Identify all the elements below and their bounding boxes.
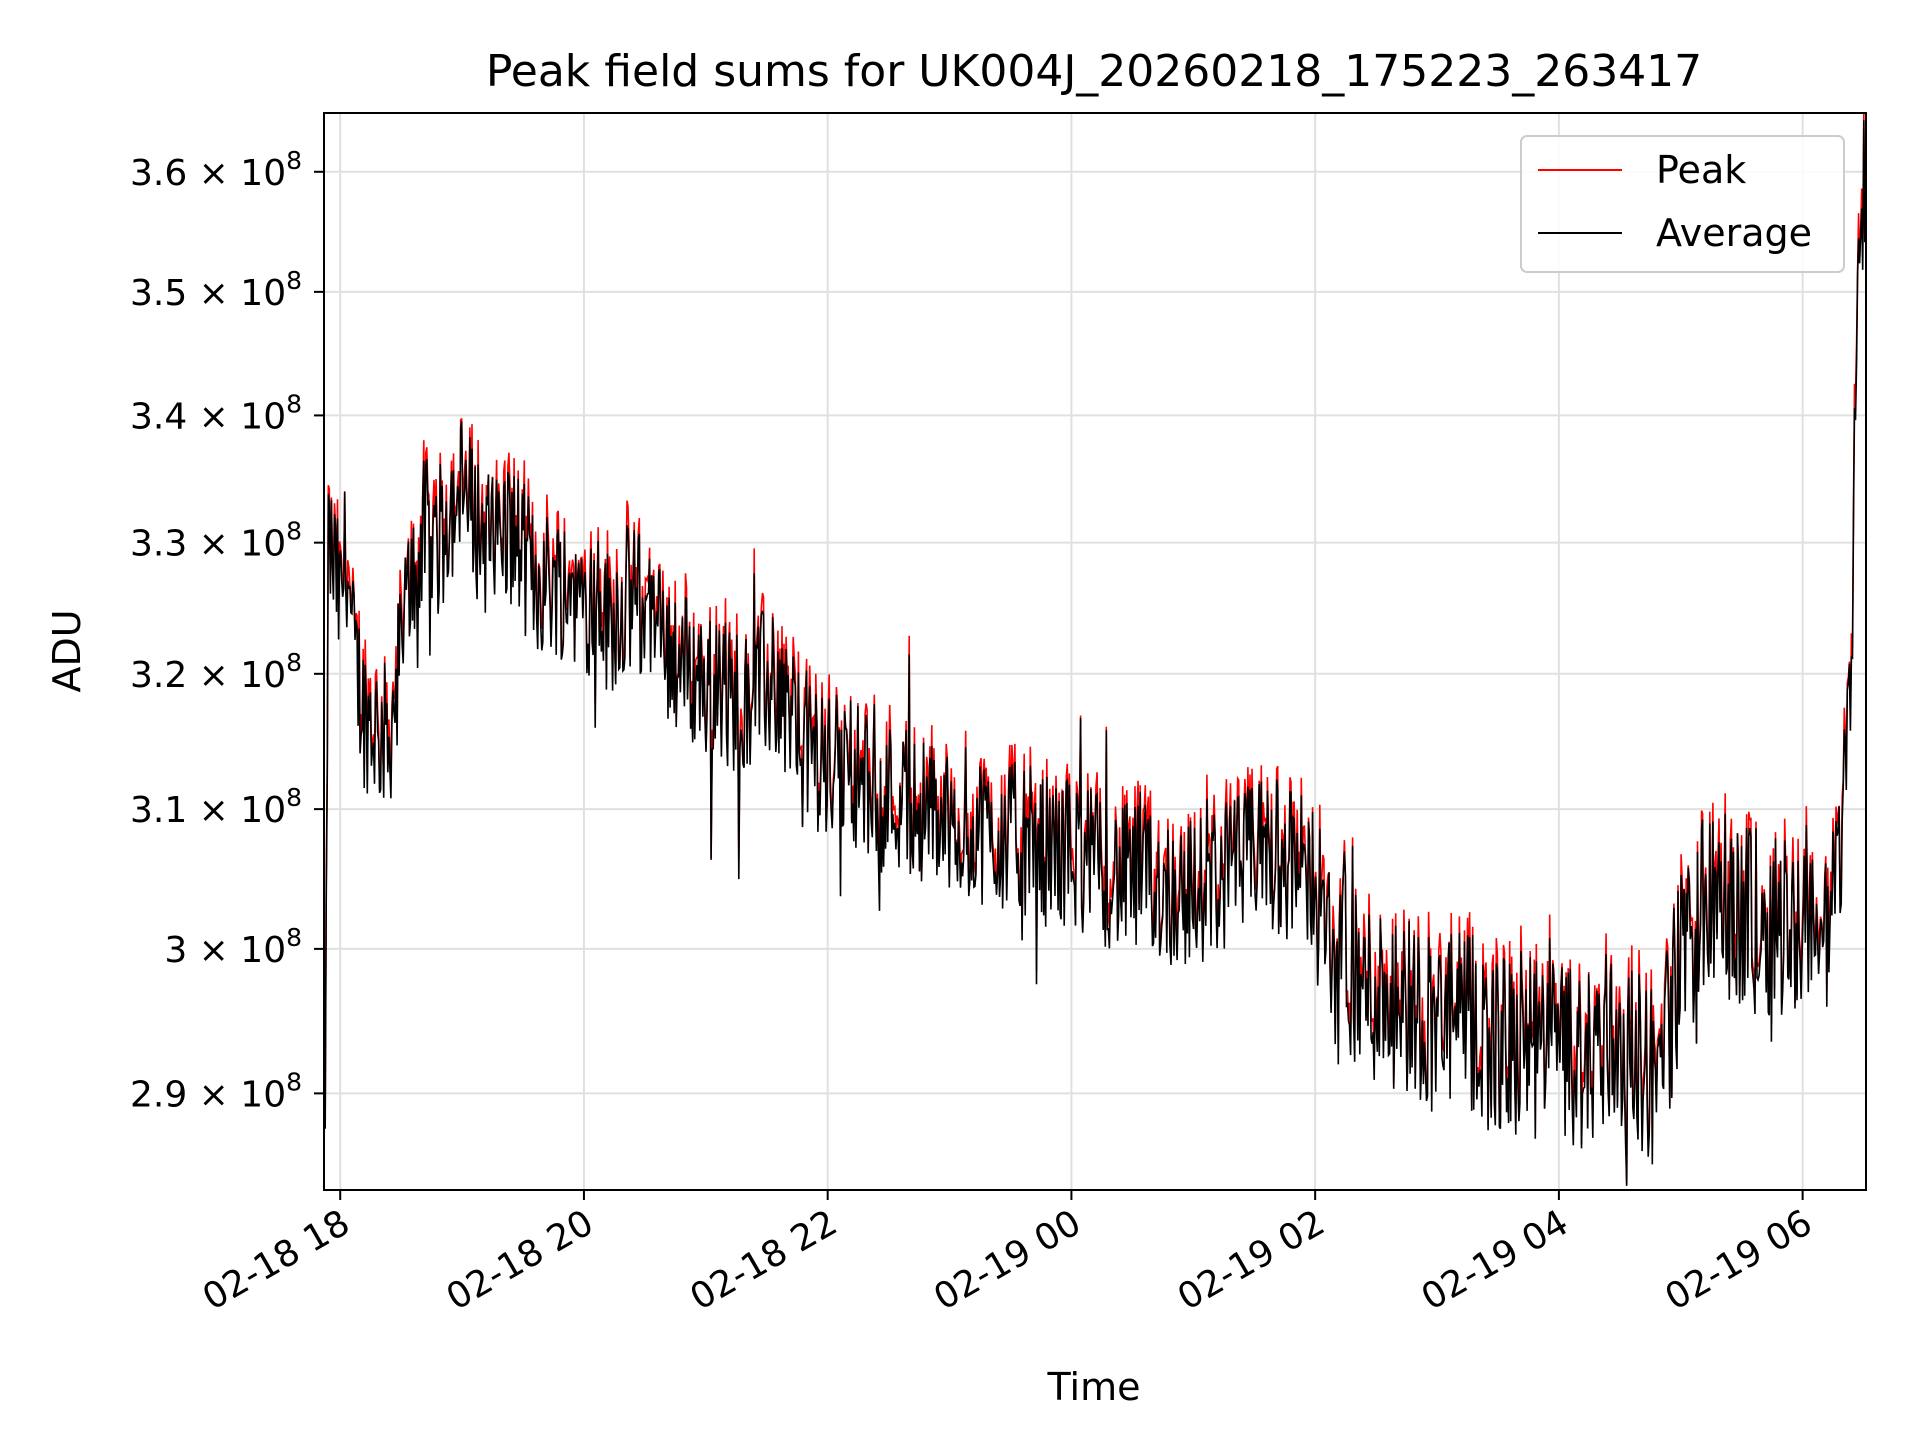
y-tick-label: 3.3 × 108 xyxy=(130,517,302,565)
x-tick-label: 02-18 18 xyxy=(196,1202,357,1318)
y-tick-mantissa: 3.6 xyxy=(130,153,187,194)
y-tick-label: 3.1 × 108 xyxy=(130,783,302,831)
y-tick-times: × 10 xyxy=(187,930,286,971)
chart-title: Peak field sums for UK004J_20260218_1752… xyxy=(486,46,1702,97)
y-tick-mantissa: 3.4 xyxy=(130,396,187,437)
y-tick-times: × 10 xyxy=(187,153,286,194)
y-tick-mantissa: 3.3 xyxy=(130,524,187,565)
x-tick-label: 02-19 00 xyxy=(927,1202,1088,1318)
legend-label-average: Average xyxy=(1656,211,1812,255)
y-tick-exponent: 8 xyxy=(286,146,302,175)
y-tick-mantissa: 2.9 xyxy=(130,1074,187,1115)
y-tick-mantissa: 3.1 xyxy=(130,790,187,831)
y-tick-exponent: 8 xyxy=(286,266,302,295)
y-tick-times: × 10 xyxy=(187,1074,286,1115)
y-tick-exponent: 8 xyxy=(286,648,302,677)
plot-series xyxy=(324,113,1866,1186)
y-tick-exponent: 8 xyxy=(286,783,302,812)
x-axis-ticks: 02-18 18 02-18 20 02-18 22 02-19 00 02-19 02… xyxy=(196,1190,1819,1319)
x-axis-label: Time xyxy=(1047,1365,1141,1409)
y-tick-exponent: 8 xyxy=(286,517,302,546)
x-tick-label: 02-18 22 xyxy=(684,1202,845,1318)
y-axis-label: ADU xyxy=(45,609,89,692)
y-tick-exponent: 8 xyxy=(286,1067,302,1096)
y-tick-times: × 10 xyxy=(187,396,286,437)
y-tick-label: 3.2 × 108 xyxy=(130,648,302,696)
y-tick-mantissa: 3 xyxy=(164,930,187,971)
legend: Peak Average xyxy=(1520,135,1845,273)
series-line-average xyxy=(324,120,1866,1186)
y-tick-label: 3.6 × 108 xyxy=(130,146,302,194)
y-tick-exponent: 8 xyxy=(286,923,302,952)
y-tick-times: × 10 xyxy=(187,655,286,696)
y-tick-label: 3.4 × 108 xyxy=(130,389,302,437)
y-tick-times: × 10 xyxy=(187,524,286,565)
y-tick-mantissa: 3.2 xyxy=(130,655,187,696)
legend-label-peak: Peak xyxy=(1656,148,1746,192)
plot-frame xyxy=(323,112,1867,1191)
y-tick-exponent: 8 xyxy=(286,389,302,418)
grid xyxy=(324,113,1866,1190)
y-tick-label: 3.5 × 108 xyxy=(130,266,302,314)
y-tick-times: × 10 xyxy=(187,790,286,831)
y-tick-label: 3 × 108 xyxy=(164,923,302,971)
x-tick-label: 02-18 20 xyxy=(440,1202,601,1318)
x-tick-label: 02-19 06 xyxy=(1658,1202,1819,1318)
y-tick-label: 2.9 × 108 xyxy=(130,1067,302,1115)
y-tick-times: × 10 xyxy=(187,273,286,314)
x-tick-label: 02-19 02 xyxy=(1171,1202,1332,1318)
y-tick-mantissa: 3.5 xyxy=(130,273,187,314)
x-tick-label: 02-19 04 xyxy=(1415,1202,1576,1318)
